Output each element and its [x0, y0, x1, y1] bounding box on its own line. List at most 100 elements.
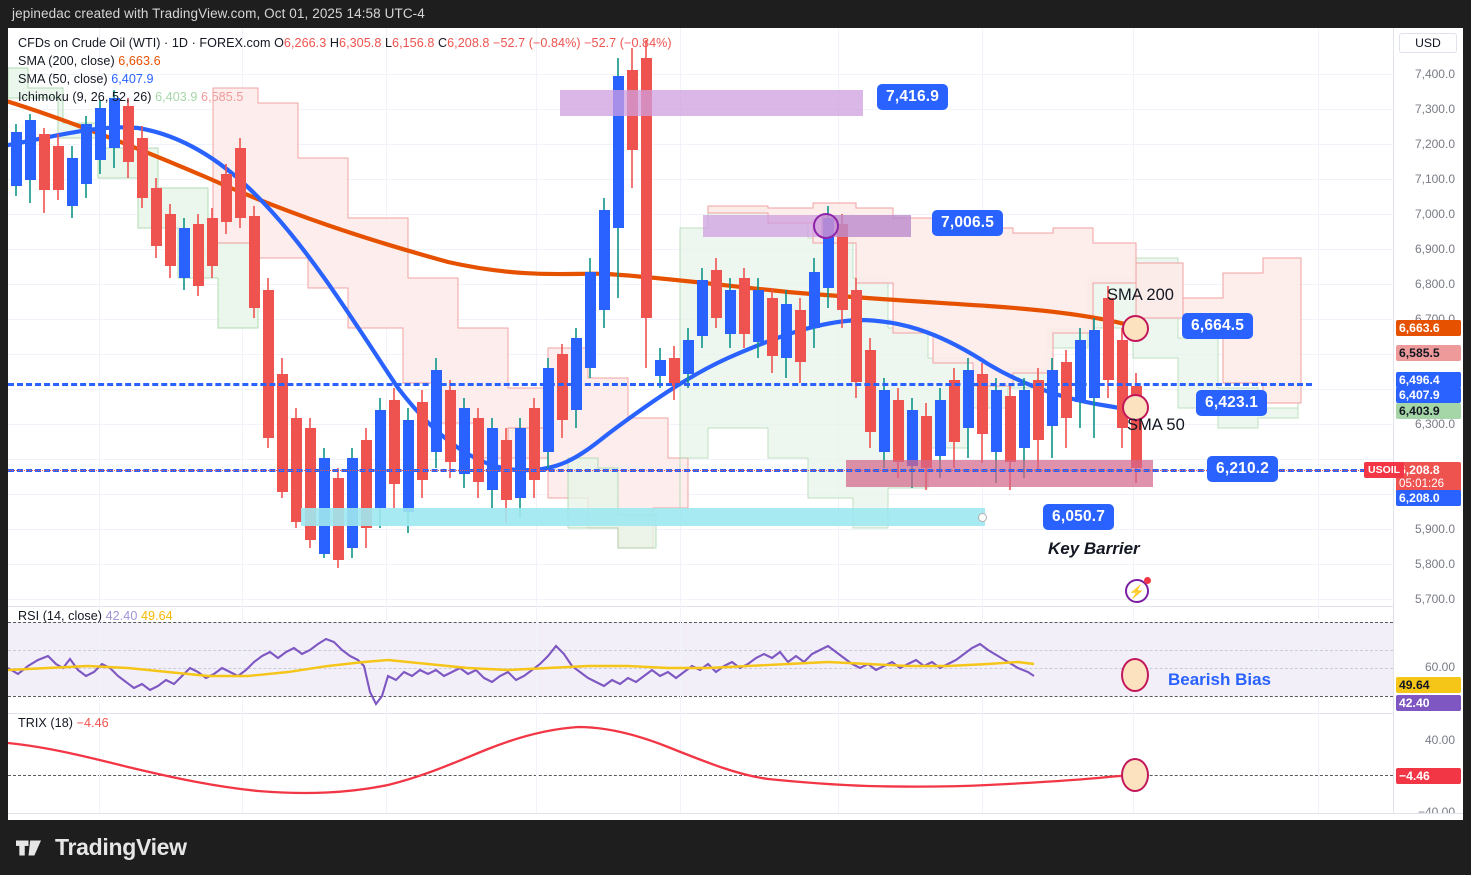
rsi-value-badge[interactable]: 42.40 — [1396, 695, 1461, 711]
trix-pane[interactable]: TRIX (18) −4.46 — [8, 713, 1393, 813]
footer-bar: TradingView — [0, 820, 1471, 875]
sma200-text-label[interactable]: SMA 200 — [1107, 286, 1174, 304]
support-dotted-line — [8, 470, 1393, 471]
rsi-series-svg — [8, 637, 1035, 706]
rsi-oversold-line — [8, 696, 1393, 697]
price-tick: 7,400.0 — [1414, 67, 1455, 81]
legend-ichimoku-v2: 6,585.5 — [201, 90, 244, 104]
price-tick: 7,200.0 — [1414, 137, 1455, 151]
price-tick: 7,300.0 — [1414, 102, 1455, 116]
last-price-badge[interactable]: 6,208.8 05:01:26 — [1396, 462, 1461, 492]
key-barrier-label[interactable]: Key Barrier — [1048, 539, 1140, 558]
price-axis[interactable]: USD 7,400.0 7,300.0 7,200.0 7,100.0 7,00… — [1393, 28, 1463, 819]
sma50-badge[interactable]: 6,407.9 — [1396, 387, 1461, 403]
pill-6050[interactable]: 6,050.7 — [1043, 504, 1115, 530]
price-tick: 5,800.0 — [1414, 557, 1455, 571]
demand-zone-handle[interactable] — [978, 513, 987, 522]
legend-rsi-v1: 42.40 — [105, 609, 138, 623]
trix-marker[interactable] — [1121, 758, 1149, 792]
support-badge[interactable]: 6,208.0 — [1396, 490, 1461, 506]
legend-rsi-row[interactable]: RSI (14, close) 42.40 49.64 — [18, 609, 173, 623]
legend-sma50-name: SMA (50, close) — [18, 72, 108, 86]
legend-trix-value: −4.46 — [76, 716, 109, 730]
pill-6210[interactable]: 6,210.2 — [1207, 456, 1279, 482]
legend-trix-row[interactable]: TRIX (18) −4.46 — [18, 716, 109, 730]
ohlc-change: −52.7 (−0.84%) — [493, 36, 581, 50]
symbol-tag[interactable]: USOIL — [1364, 462, 1405, 478]
pill-7416[interactable]: 7,416.9 — [877, 84, 949, 110]
sma50-text-label[interactable]: SMA 50 — [1127, 416, 1185, 434]
price-series-svg — [8, 40, 1302, 568]
currency-selector[interactable]: USD — [1399, 33, 1457, 53]
rsi-tick: 60.00 — [1424, 660, 1455, 674]
candlestick-series — [11, 40, 1142, 568]
legend-ichimoku-name: Ichimoku (9, 26, 52, 26) — [18, 90, 152, 104]
sma50-marker[interactable] — [1122, 394, 1149, 421]
last-price-value: 6,208.8 — [1399, 463, 1440, 477]
legend-ichimoku-row[interactable]: Ichimoku (9, 26, 52, 26) 6,403.9 6,585.5 — [18, 90, 243, 104]
event-dot-icon — [1144, 577, 1151, 584]
ohlc-c-label: C — [437, 36, 448, 50]
ohlc-l-label: L — [384, 36, 393, 50]
tradingview-mark-icon — [16, 840, 41, 855]
legend-rsi-name: RSI (14, close) — [18, 609, 103, 623]
rsi-ma-badge[interactable]: 49.64 — [1396, 677, 1461, 693]
ohlc-h-label: H — [329, 36, 340, 50]
price-tick: 6,900.0 — [1414, 242, 1455, 256]
legend-sma50-row[interactable]: SMA (50, close) 6,407.9 — [18, 72, 154, 86]
rsi-overbought-line — [8, 622, 1393, 623]
ohlc-o: 6,266.3 — [283, 36, 327, 50]
ohlc-l: 6,156.8 — [392, 36, 435, 50]
pane-separator-1[interactable] — [8, 606, 1393, 607]
pivot-zone[interactable] — [846, 460, 1153, 487]
price-tick: 7,000.0 — [1414, 207, 1455, 221]
legend-sma200-name: SMA (200, close) — [18, 54, 115, 68]
rsi-marker[interactable] — [1121, 658, 1149, 692]
legend-sma200-row[interactable]: SMA (200, close) 6,663.6 — [18, 54, 161, 68]
supply-zone-lower-ext — [821, 215, 911, 237]
price-tick: 6,300.0 — [1414, 417, 1455, 431]
supply-touch-marker[interactable] — [813, 213, 839, 239]
rsi-upper-mid-line — [8, 650, 1393, 651]
pill-7006[interactable]: 7,006.5 — [932, 210, 1004, 236]
tradingview-wordmark: TradingView — [55, 834, 187, 860]
sma200-marker[interactable] — [1122, 315, 1149, 342]
trix-series-svg — [8, 725, 1139, 795]
sma200-badge[interactable]: 6,663.6 — [1396, 320, 1461, 336]
ohlc-h: 6,305.8 — [339, 36, 382, 50]
resistance-level-line[interactable] — [8, 383, 1312, 386]
ohlc-change-2: −52.7 (−0.84%) — [584, 36, 672, 50]
price-tick: 7,100.0 — [1414, 172, 1455, 186]
pill-6664[interactable]: 6,664.5 — [1182, 313, 1254, 339]
price-tick: 6,800.0 — [1414, 277, 1455, 291]
legend-trix-name: TRIX (18) — [18, 716, 74, 730]
chart-canvas[interactable]: 7,416.9 7,006.5 6,664.5 6,423.1 6,210.2 … — [8, 28, 1463, 820]
time-axis[interactable]: Mar Apr May Jun Jul Aug Sep Oct Nov — [8, 813, 1463, 820]
legend-symbol: CFDs on Crude Oil (WTI) · 1D · FOREX.com — [18, 36, 271, 50]
ichimoku-a-badge[interactable]: 6,403.9 — [1396, 403, 1461, 419]
ohlc-c: 6,208.8 — [447, 36, 490, 50]
bearish-bias-label[interactable]: Bearish Bias — [1168, 670, 1271, 689]
supply-zone-upper[interactable] — [560, 90, 863, 116]
ohlc-o-label: O — [274, 36, 284, 50]
price-tick: 5,700.0 — [1414, 592, 1455, 606]
legend-ichimoku-v1: 6,403.9 — [155, 90, 198, 104]
trix-zero-line — [8, 775, 1393, 776]
legend-symbol-row[interactable]: CFDs on Crude Oil (WTI) · 1D · FOREX.com… — [18, 36, 672, 50]
legend-sma50-value: 6,407.9 — [111, 72, 154, 86]
trix-value-badge[interactable]: −4.46 — [1396, 768, 1461, 784]
resistance-badge[interactable]: 6,496.4 — [1396, 372, 1461, 388]
rsi-pane[interactable]: Bearish Bias RSI (14, close) 42.40 49.64 — [8, 606, 1393, 713]
demand-zone[interactable] — [301, 508, 985, 526]
supply-zone-lower[interactable] — [703, 215, 911, 237]
pane-separator-2[interactable] — [8, 713, 1393, 714]
attribution-bar: jepinedac created with TradingView.com, … — [12, 6, 425, 21]
countdown-timer: 05:01:26 — [1399, 477, 1445, 490]
tradingview-logo[interactable]: TradingView — [16, 834, 187, 861]
trix-tick: 40.00 — [1424, 733, 1455, 747]
earnings-event-icon[interactable]: ⚡ — [1125, 579, 1149, 603]
ichimoku-b-badge[interactable]: 6,585.5 — [1396, 345, 1461, 361]
price-pane[interactable]: 7,416.9 7,006.5 6,664.5 6,423.1 6,210.2 … — [8, 28, 1393, 606]
pill-6423[interactable]: 6,423.1 — [1196, 390, 1268, 416]
